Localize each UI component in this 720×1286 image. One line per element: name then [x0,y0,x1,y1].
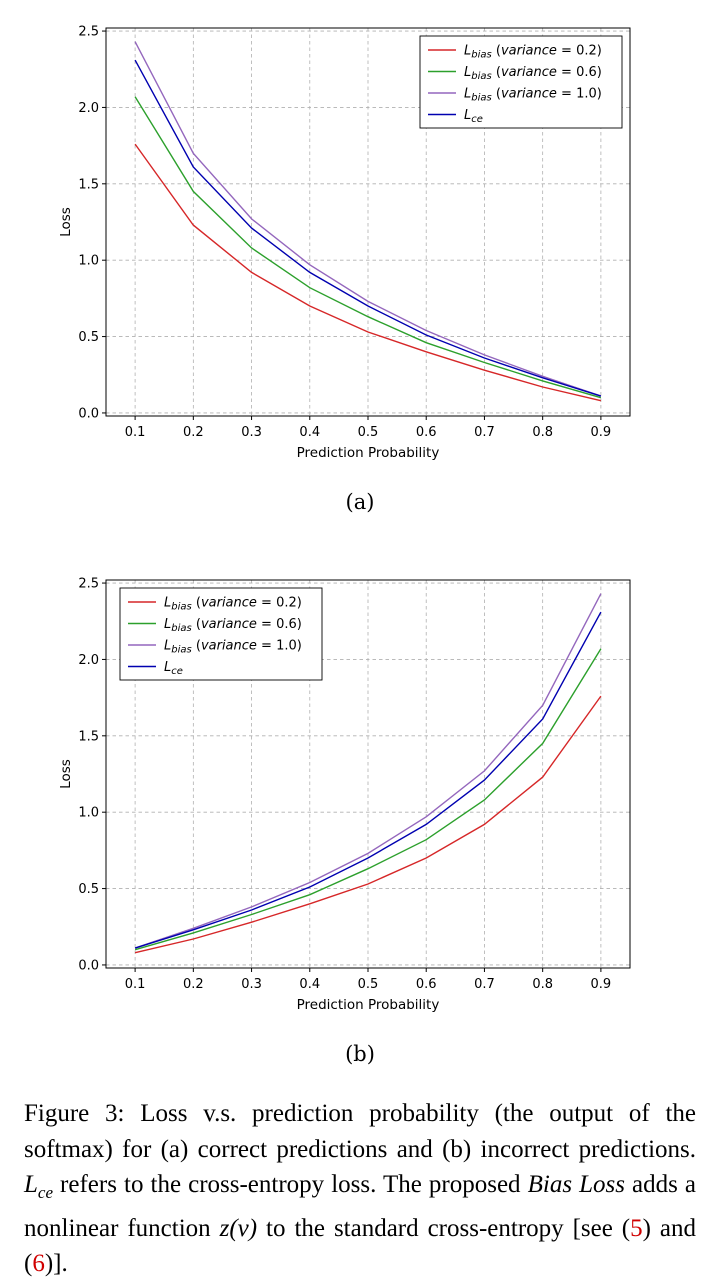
chart-a-xtick-label-5: 0.6 [416,425,437,440]
chart-b-xtick-label-6: 0.7 [474,977,495,992]
chart-a-series-line-0 [134,143,602,402]
chart-a-legend: Lbias (variance = 0.2) Lbias (variance = … [419,35,623,129]
caption-text-2: refers to the cross-entropy loss. The pr… [53,1171,528,1198]
chart-b-xtick-label-2: 0.3 [241,977,262,992]
chart-a-ytick-label-4: 2.0 [78,101,99,116]
chart-a-legend-label-2: Lbias (variance = 1.0) [464,87,602,104]
chart-a-ytick-label-3: 1.5 [78,177,99,192]
subfigure-label-a: (a) [345,490,375,514]
caption-text-3: adds a nonlinear function [24,1171,697,1242]
chart-b-ytick-label-4: 2.0 [78,653,99,668]
caption-bias-loss: Bias Loss [527,1171,625,1198]
chart-b-xtick-label-1: 0.2 [183,977,204,992]
chart-a-series-line-1 [134,96,602,399]
chart-a-legend-box [419,35,623,129]
chart-b-series-line-3 [134,611,602,949]
chart-b-xtick-label-0: 0.1 [125,977,146,992]
caption-lce-symbol: Lce [24,1171,53,1202]
subfigure-label-b: (b) [345,1042,375,1066]
chart-a-xtick-label-8: 0.9 [591,425,612,440]
chart-a-y-axis-label: Loss [58,207,74,237]
chart-a-ytick-label-5: 2.5 [78,25,99,40]
chart-a-xtick-label-6: 0.7 [474,425,495,440]
caption-text-1: Figure 3: Loss v.s. prediction probabili… [24,1100,696,1163]
chart-b-xtick-label-4: 0.5 [358,977,379,992]
chart-b-legend-label-2: Lbias (variance = 1.0) [164,639,302,656]
chart-a-ytick-label-2: 1.0 [78,254,99,269]
chart-b-xtick-label-3: 0.4 [299,977,320,992]
chart-a-legend-label-1: Lbias (variance = 0.6) [464,65,602,82]
caption-text-5: ) and ( [24,1214,696,1278]
chart-a-legend-label-0: Lbias (variance = 0.2) [464,44,602,61]
chart-a-legend-label-3: Lce [464,108,483,125]
chart-b-series-line-1 [134,648,602,951]
chart-a-ytick-label-1: 0.5 [78,330,99,345]
chart-a-xtick-label-0: 0.1 [125,425,146,440]
chart-a-xtick-label-1: 0.2 [183,425,204,440]
chart-b-series-line-0 [134,695,602,954]
figure-caption: Figure 3: Loss v.s. prediction probabili… [24,1096,696,1282]
chart-a-x-axis-label: Prediction Probability [297,445,440,461]
chart-a-series-line-3 [134,59,602,397]
chart-b-ytick-label-3: 1.5 [78,729,99,744]
chart-b-xtick-label-5: 0.6 [416,977,437,992]
chart-b-xtick-label-8: 0.9 [591,977,612,992]
chart-a-ytick-label-0: 0.0 [78,406,99,421]
chart-b-y-axis-label: Loss [58,759,74,789]
chart-b: 0.1 0.2 0.3 0.4 0.5 0.6 0.7 0.8 0.9 0.0 0.5 1.0 1.5 2… [58,577,631,1013]
chart-b-legend-label-1: Lbias (variance = 0.6) [164,617,302,634]
chart-b-series-line-2 [134,593,602,949]
chart-a-xtick-label-4: 0.5 [358,425,379,440]
chart-b-legend-box [119,587,323,681]
chart-a: 0.1 0.2 0.3 0.4 0.5 0.6 0.7 0.8 0.9 0.0 0.5 1.0 1.5 2… [58,25,631,461]
chart-b-ytick-label-0: 0.0 [78,958,99,973]
chart-b-xtick-label-7: 0.8 [532,977,553,992]
chart-b-legend-label-0: Lbias (variance = 0.2) [164,596,302,613]
caption-text-6: )]. [44,1250,68,1277]
chart-b-ytick-label-2: 1.0 [78,806,99,821]
chart-a-xtick-label-2: 0.3 [241,425,262,440]
chart-b-legend-label-3: Lce [164,660,183,677]
caption-zv: z(v) [219,1214,258,1242]
chart-a-xtick-label-3: 0.4 [299,425,320,440]
caption-ref-6[interactable]: 6 [32,1250,45,1277]
chart-b-legend: Lbias (variance = 0.2) Lbias (variance = … [119,587,323,681]
caption-text-4: to the standard cross-entropy [see ( [257,1214,631,1242]
chart-a-xtick-label-7: 0.8 [532,425,553,440]
chart-b-ytick-label-5: 2.5 [78,577,99,592]
chart-b-ytick-label-1: 0.5 [78,882,99,897]
chart-a-grid [106,28,630,416]
caption-ref-5[interactable]: 5 [630,1214,643,1242]
chart-b-x-axis-label: Prediction Probability [297,997,440,1013]
chart-a-series-line-2 [134,41,602,397]
